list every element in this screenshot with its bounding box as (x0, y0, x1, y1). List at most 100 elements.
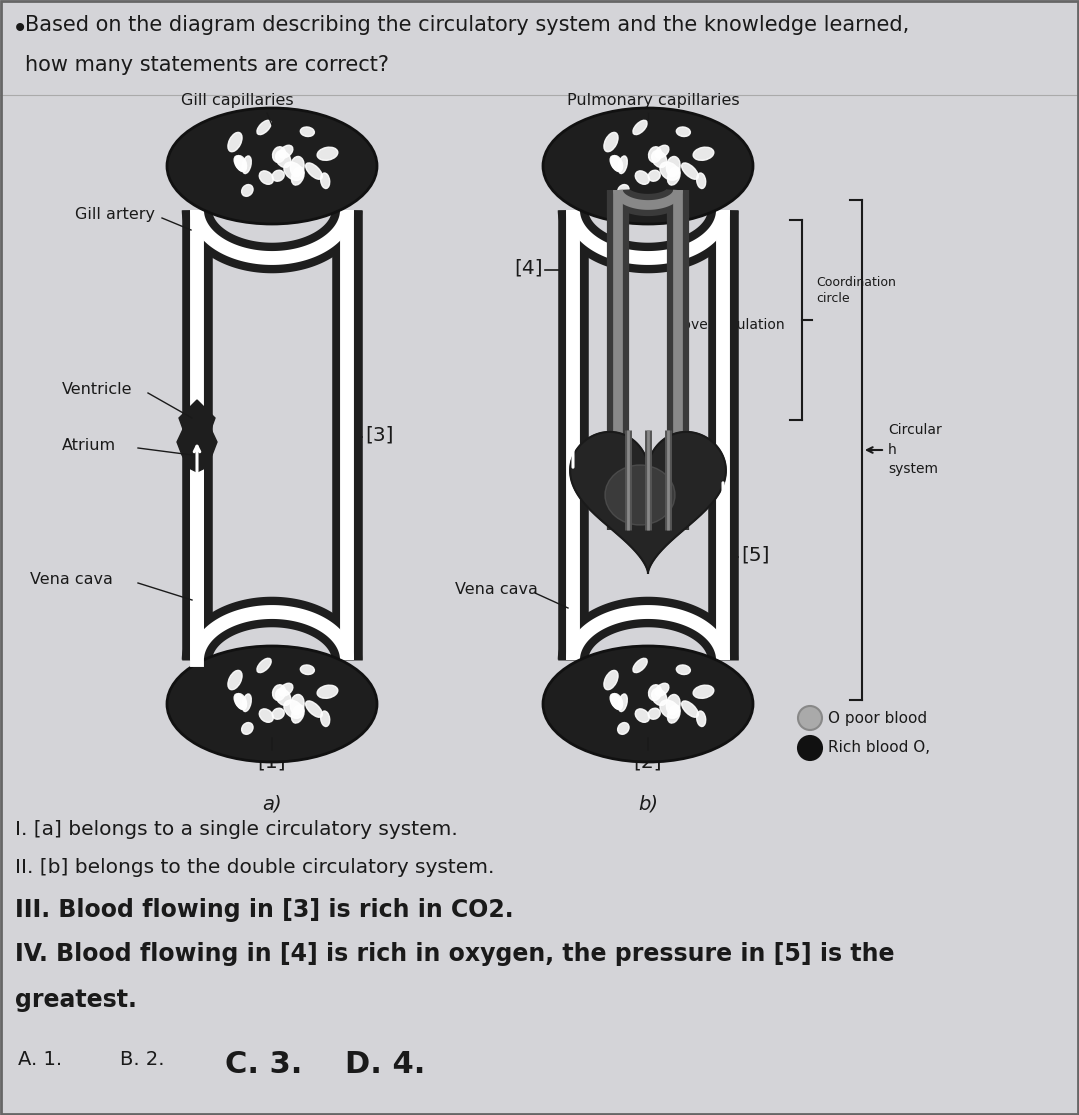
Text: C. 3.: C. 3. (226, 1050, 302, 1079)
Ellipse shape (604, 670, 618, 690)
Text: D. 4.: D. 4. (345, 1050, 425, 1079)
Text: Atrium: Atrium (62, 437, 117, 453)
Ellipse shape (305, 163, 323, 180)
Ellipse shape (648, 685, 661, 700)
Text: Circular
h
system: Circular h system (888, 424, 942, 476)
Text: [1]: [1] (258, 752, 286, 770)
Ellipse shape (243, 694, 251, 711)
Ellipse shape (290, 156, 304, 176)
Text: IV. Blood flowing in [4] is rich in oxygen, the pressure in [5] is the: IV. Blood flowing in [4] is rich in oxyg… (15, 942, 894, 966)
Ellipse shape (167, 646, 377, 762)
Text: Gill artery: Gill artery (76, 207, 155, 223)
Ellipse shape (242, 723, 254, 735)
Ellipse shape (648, 171, 660, 182)
Ellipse shape (697, 711, 706, 727)
Ellipse shape (228, 670, 242, 690)
Ellipse shape (279, 145, 292, 158)
Ellipse shape (284, 700, 303, 718)
Ellipse shape (300, 665, 314, 675)
Text: Coordination
circle: Coordination circle (816, 275, 896, 304)
Ellipse shape (273, 147, 286, 163)
Ellipse shape (284, 162, 303, 181)
Ellipse shape (668, 167, 680, 185)
Ellipse shape (693, 686, 714, 698)
Text: [3]: [3] (365, 426, 394, 445)
Ellipse shape (257, 120, 271, 135)
Ellipse shape (652, 151, 667, 167)
Ellipse shape (275, 151, 291, 167)
Ellipse shape (682, 701, 698, 717)
Ellipse shape (272, 708, 284, 719)
Ellipse shape (259, 709, 273, 723)
Ellipse shape (273, 685, 286, 700)
Ellipse shape (243, 156, 251, 174)
Ellipse shape (668, 705, 680, 724)
Ellipse shape (798, 736, 822, 760)
Ellipse shape (611, 156, 623, 171)
Text: Based on the diagram describing the circulatory system and the knowledge learned: Based on the diagram describing the circ… (25, 14, 910, 35)
Text: A. 1.: A. 1. (18, 1050, 63, 1069)
Ellipse shape (617, 185, 629, 196)
Ellipse shape (235, 156, 247, 171)
Ellipse shape (320, 711, 330, 727)
Text: Gill capillaries: Gill capillaries (180, 93, 293, 108)
Text: Love circulation: Love circulation (675, 318, 786, 332)
Text: how many statements are correct?: how many statements are correct? (25, 55, 390, 75)
Polygon shape (179, 400, 215, 445)
Polygon shape (177, 425, 217, 472)
Ellipse shape (305, 701, 323, 717)
Ellipse shape (259, 171, 273, 184)
Polygon shape (570, 432, 726, 573)
Ellipse shape (234, 694, 246, 709)
Text: greatest.: greatest. (15, 988, 137, 1012)
Ellipse shape (272, 171, 284, 182)
Ellipse shape (636, 709, 650, 723)
Text: b): b) (638, 795, 658, 814)
Ellipse shape (167, 108, 377, 224)
Text: a): a) (262, 795, 282, 814)
Ellipse shape (242, 185, 254, 196)
Ellipse shape (257, 658, 271, 672)
Ellipse shape (655, 145, 669, 158)
Text: I. [a] belongs to a single circulatory system.: I. [a] belongs to a single circulatory s… (15, 820, 457, 838)
Ellipse shape (618, 694, 627, 711)
Ellipse shape (235, 694, 247, 709)
Ellipse shape (652, 689, 667, 706)
Ellipse shape (648, 147, 661, 163)
Ellipse shape (610, 156, 623, 172)
Text: Vena cava: Vena cava (30, 572, 113, 588)
Ellipse shape (798, 706, 822, 730)
Ellipse shape (604, 133, 618, 152)
Ellipse shape (275, 689, 291, 706)
Text: •: • (12, 14, 28, 43)
Ellipse shape (617, 723, 629, 735)
Ellipse shape (290, 695, 304, 715)
Ellipse shape (682, 163, 698, 180)
Ellipse shape (633, 120, 647, 135)
Ellipse shape (667, 156, 680, 176)
Ellipse shape (279, 683, 292, 696)
Ellipse shape (667, 695, 680, 715)
Ellipse shape (697, 173, 706, 188)
Text: [4]: [4] (515, 259, 543, 278)
Ellipse shape (677, 665, 691, 675)
Text: O poor blood: O poor blood (828, 710, 927, 726)
Ellipse shape (543, 646, 753, 762)
Ellipse shape (543, 108, 753, 224)
Ellipse shape (648, 708, 660, 719)
Text: Ventricle: Ventricle (62, 382, 133, 398)
Text: II. [b] belongs to the double circulatory system.: II. [b] belongs to the double circulator… (15, 859, 494, 878)
Text: III. Blood flowing in [3] is rich in CO2.: III. Blood flowing in [3] is rich in CO2… (15, 898, 514, 922)
Ellipse shape (618, 156, 627, 174)
Ellipse shape (317, 147, 338, 161)
Ellipse shape (660, 162, 680, 181)
Ellipse shape (291, 167, 304, 185)
Ellipse shape (633, 658, 647, 672)
Text: Rich blood O,: Rich blood O, (828, 740, 930, 756)
Ellipse shape (317, 686, 338, 698)
Ellipse shape (655, 683, 669, 696)
Text: B. 2.: B. 2. (120, 1050, 164, 1069)
Ellipse shape (228, 133, 242, 152)
Ellipse shape (610, 694, 623, 709)
Ellipse shape (320, 173, 330, 188)
